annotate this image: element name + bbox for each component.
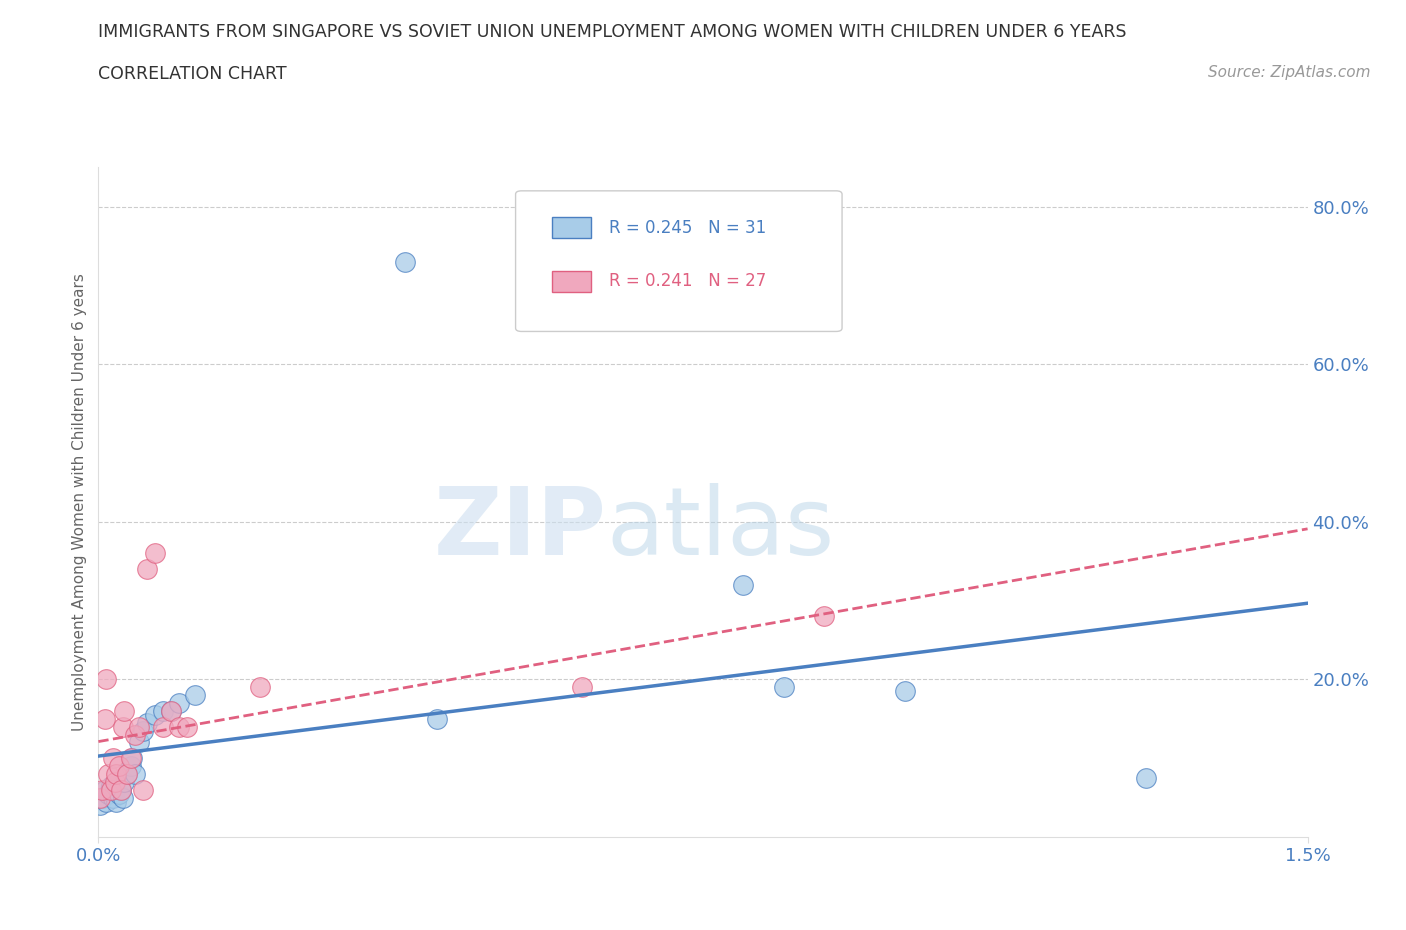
Point (111, 790, 134, 805)
Point (97, 786, 120, 801)
Point (394, 255, 416, 270)
Y-axis label: Unemployment Among Women with Children Under 6 years: Unemployment Among Women with Children U… (72, 273, 87, 731)
Point (121, 751, 143, 765)
Point (120, 759, 142, 774)
Point (111, 719, 134, 734)
Point (91, 782, 114, 797)
Point (103, 782, 125, 797)
Point (107, 759, 129, 774)
Point (110, 782, 132, 797)
Point (132, 782, 155, 797)
Point (89, 790, 111, 805)
Point (772, 680, 794, 695)
Point (107, 786, 129, 801)
Point (135, 562, 157, 577)
Point (91, 790, 114, 805)
Text: R = 0.241   N = 27: R = 0.241 N = 27 (609, 272, 766, 290)
Point (97, 766, 120, 781)
Point (160, 703, 183, 718)
Point (132, 724, 155, 738)
Text: CORRELATION CHART: CORRELATION CHART (98, 65, 287, 83)
Text: R = 0.245   N = 31: R = 0.245 N = 31 (609, 219, 766, 236)
Point (94, 782, 117, 797)
Text: atlas: atlas (606, 483, 835, 575)
Point (160, 703, 183, 718)
Point (100, 778, 122, 793)
Point (176, 719, 198, 734)
Point (115, 766, 138, 781)
Point (733, 578, 755, 592)
Point (100, 782, 122, 797)
Point (124, 727, 146, 742)
FancyBboxPatch shape (553, 271, 591, 292)
Point (143, 708, 166, 723)
Point (571, 680, 593, 695)
Point (143, 546, 166, 561)
FancyBboxPatch shape (516, 191, 842, 331)
Point (101, 790, 124, 805)
Point (152, 719, 174, 734)
Point (135, 715, 157, 730)
Point (110, 782, 132, 797)
Point (94, 711, 117, 726)
Point (1135, 770, 1157, 785)
Legend: Immigrants from Singapore, Soviet Union: Immigrants from Singapore, Soviet Union (460, 926, 946, 930)
Point (128, 735, 150, 750)
Point (249, 680, 271, 695)
Point (184, 688, 207, 703)
Point (120, 751, 142, 765)
Point (813, 609, 835, 624)
Point (167, 696, 190, 711)
Point (124, 766, 146, 781)
Text: ZIP: ZIP (433, 483, 606, 575)
Point (105, 766, 128, 781)
Point (167, 719, 190, 734)
Point (152, 703, 174, 718)
Point (128, 719, 150, 734)
Point (112, 703, 135, 718)
Point (105, 794, 128, 809)
Point (893, 684, 915, 698)
Point (103, 775, 125, 790)
Point (115, 766, 138, 781)
Point (426, 711, 449, 726)
Point (96, 794, 118, 809)
Point (89, 798, 111, 813)
Point (96, 672, 118, 687)
Text: Source: ZipAtlas.com: Source: ZipAtlas.com (1208, 65, 1371, 80)
Point (101, 751, 124, 765)
Text: IMMIGRANTS FROM SINGAPORE VS SOVIET UNION UNEMPLOYMENT AMONG WOMEN WITH CHILDREN: IMMIGRANTS FROM SINGAPORE VS SOVIET UNIO… (98, 23, 1128, 41)
Point (112, 775, 135, 790)
FancyBboxPatch shape (553, 217, 591, 238)
